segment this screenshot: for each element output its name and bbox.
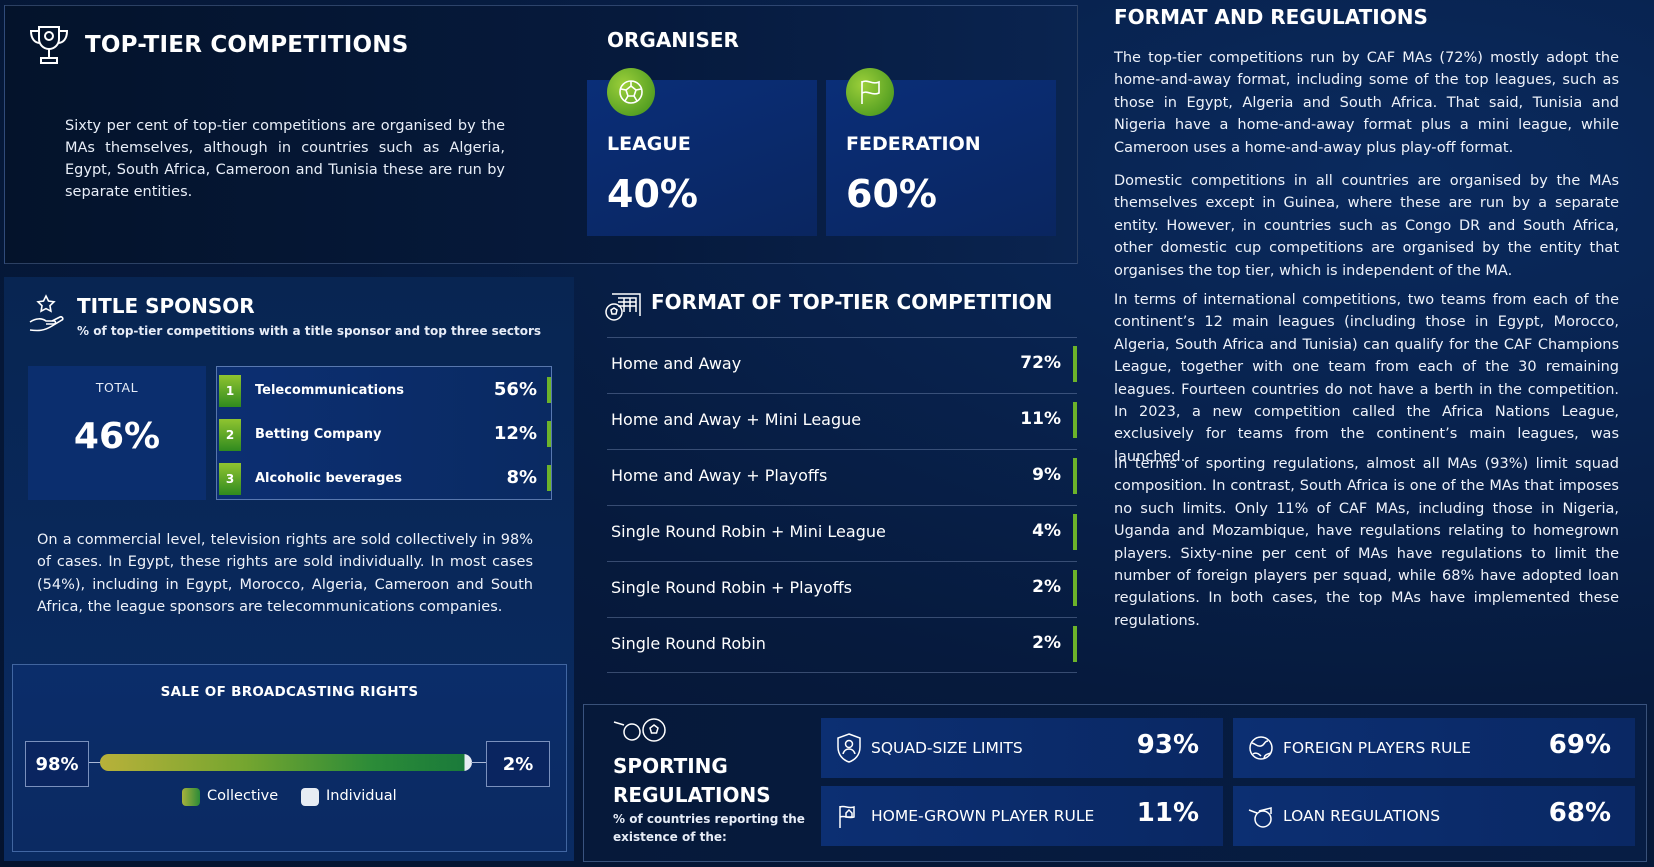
home-grown-card: HOME-GROWN PLAYER RULE 11% [821, 786, 1223, 846]
top-tier-title: TOP-TIER COMPETITIONS [85, 32, 409, 58]
format-value: 11% [1020, 409, 1061, 429]
format-value: 2% [1032, 577, 1061, 597]
title-sponsor-title: TITLE SPONSOR [77, 294, 255, 318]
loan-regulations-value: 68% [1548, 798, 1611, 828]
shield-person-icon [835, 732, 863, 764]
home-grown-value: 11% [1136, 798, 1199, 828]
league-label: LEAGUE [607, 133, 691, 155]
format-regulations-title: FORMAT AND REGULATIONS [1114, 5, 1428, 29]
top-tier-text: Sixty per cent of top-tier competitions … [65, 118, 505, 200]
collective-legend-label: Collective [207, 788, 279, 804]
format-regulations-paragraph: In terms of sporting regulations, almost… [1114, 456, 1619, 629]
league-value: 40% [607, 172, 698, 216]
whistle-icon [1247, 800, 1275, 832]
foreign-players-card: FOREIGN PLAYERS RULE 69% [1233, 718, 1635, 778]
total-value: 46% [73, 416, 161, 457]
sector-rank: 1 [219, 375, 241, 407]
format-value: 2% [1032, 633, 1061, 653]
format-table-title: FORMAT OF TOP-TIER COMPETITION [651, 290, 1053, 314]
league-card: LEAGUE 40% [587, 68, 817, 236]
format-value: 4% [1032, 521, 1061, 541]
trophy-icon [26, 22, 72, 68]
format-accent-bar [1073, 514, 1077, 550]
sector-row: 2 Betting Company 12% [217, 413, 553, 453]
loan-regulations-card: LOAN REGULATIONS 68% [1233, 786, 1635, 846]
format-accent-bar [1073, 346, 1077, 382]
format-row: Home and Away + Mini League 11% [607, 393, 1077, 449]
connector-line [89, 762, 101, 763]
foreign-players-value: 69% [1548, 730, 1611, 760]
squad-size-card: SQUAD-SIZE LIMITS 93% [821, 718, 1223, 778]
sector-rank: 3 [219, 463, 241, 495]
sporting-regulations-title: SPORTING REGULATIONS [613, 754, 771, 807]
loan-regulations-label: LOAN REGULATIONS [1283, 807, 1441, 825]
total-box: TOTAL 46% [28, 366, 206, 500]
sector-row: 3 Alcoholic beverages 8% [217, 457, 553, 497]
sector-value: 12% [493, 423, 537, 444]
total-label: TOTAL [95, 380, 139, 395]
sector-list: 1 Telecommunications 56% 2 Betting Compa… [216, 366, 552, 500]
format-row: Single Round Robin + Playoffs 2% [607, 561, 1077, 617]
format-accent-bar [1073, 402, 1077, 438]
individual-legend-label: Individual [326, 788, 397, 804]
home-flag-icon [835, 800, 863, 832]
foreign-players-label: FOREIGN PLAYERS RULE [1283, 739, 1471, 757]
format-regulations-paragraph: The top-tier competitions run by CAF MAs… [1114, 50, 1619, 156]
squad-size-label: SQUAD-SIZE LIMITS [871, 739, 1023, 757]
organiser-title: ORGANISER [607, 28, 739, 52]
sector-name: Telecommunications [255, 383, 404, 398]
sector-accent-bar [547, 377, 551, 403]
home-grown-label: HOME-GROWN PLAYER RULE [871, 807, 1095, 825]
collective-value: 98% [25, 741, 89, 787]
format-label: Home and Away [611, 354, 742, 373]
sector-accent-bar [547, 465, 551, 491]
sector-value: 56% [493, 379, 537, 400]
format-label: Home and Away + Mini League [611, 410, 862, 429]
federation-value: 60% [846, 172, 937, 216]
squad-size-value: 93% [1136, 730, 1199, 760]
format-label: Home and Away + Playoffs [611, 466, 828, 485]
whistle-ball-icon [612, 716, 668, 744]
federation-label: FEDERATION [846, 133, 981, 155]
individual-legend-swatch [301, 788, 319, 806]
sector-name: Betting Company [255, 427, 382, 442]
sector-row: 1 Telecommunications 56% [217, 369, 553, 409]
sector-name: Alcoholic beverages [255, 471, 402, 486]
title-sponsor-subtitle: % of top-tier competitions with a title … [77, 324, 542, 338]
format-row: Home and Away 72% [607, 337, 1077, 393]
goal-ball-icon [604, 288, 642, 322]
sector-accent-bar [547, 421, 551, 447]
flag-icon [846, 68, 894, 116]
format-table-divider [607, 672, 1077, 673]
format-row: Single Round Robin + Mini League 4% [607, 505, 1077, 561]
format-accent-bar [1073, 626, 1077, 662]
sector-rank: 2 [219, 419, 241, 451]
collective-legend-swatch [182, 788, 200, 806]
format-label: Single Round Robin [611, 634, 766, 653]
broadcasting-split-bar [100, 754, 472, 771]
format-label: Single Round Robin + Playoffs [611, 578, 853, 597]
format-regulations-paragraph: Domestic competitions in all countries a… [1114, 173, 1619, 279]
title-sponsor-text: On a commercial level, television rights… [37, 532, 533, 616]
format-value: 9% [1032, 465, 1061, 485]
hand-star-icon [26, 292, 68, 334]
globe-icon [1247, 732, 1275, 764]
football-icon [607, 68, 655, 116]
format-row: Home and Away + Playoffs 9% [607, 449, 1077, 505]
format-value: 72% [1020, 353, 1061, 373]
format-row: Single Round Robin 2% [607, 617, 1077, 673]
format-accent-bar [1073, 570, 1077, 606]
sector-value: 8% [506, 467, 537, 488]
connector-line [471, 762, 486, 763]
federation-card: FEDERATION 60% [826, 68, 1056, 236]
sporting-regulations-subtitle: % of countries reporting the existence o… [613, 812, 805, 844]
format-label: Single Round Robin + Mini League [611, 522, 886, 541]
individual-value: 2% [486, 741, 550, 787]
format-regulations-paragraph: In terms of international competitions, … [1114, 292, 1619, 465]
broadcasting-title: SALE OF BROADCASTING RIGHTS [160, 684, 419, 700]
format-accent-bar [1073, 458, 1077, 494]
